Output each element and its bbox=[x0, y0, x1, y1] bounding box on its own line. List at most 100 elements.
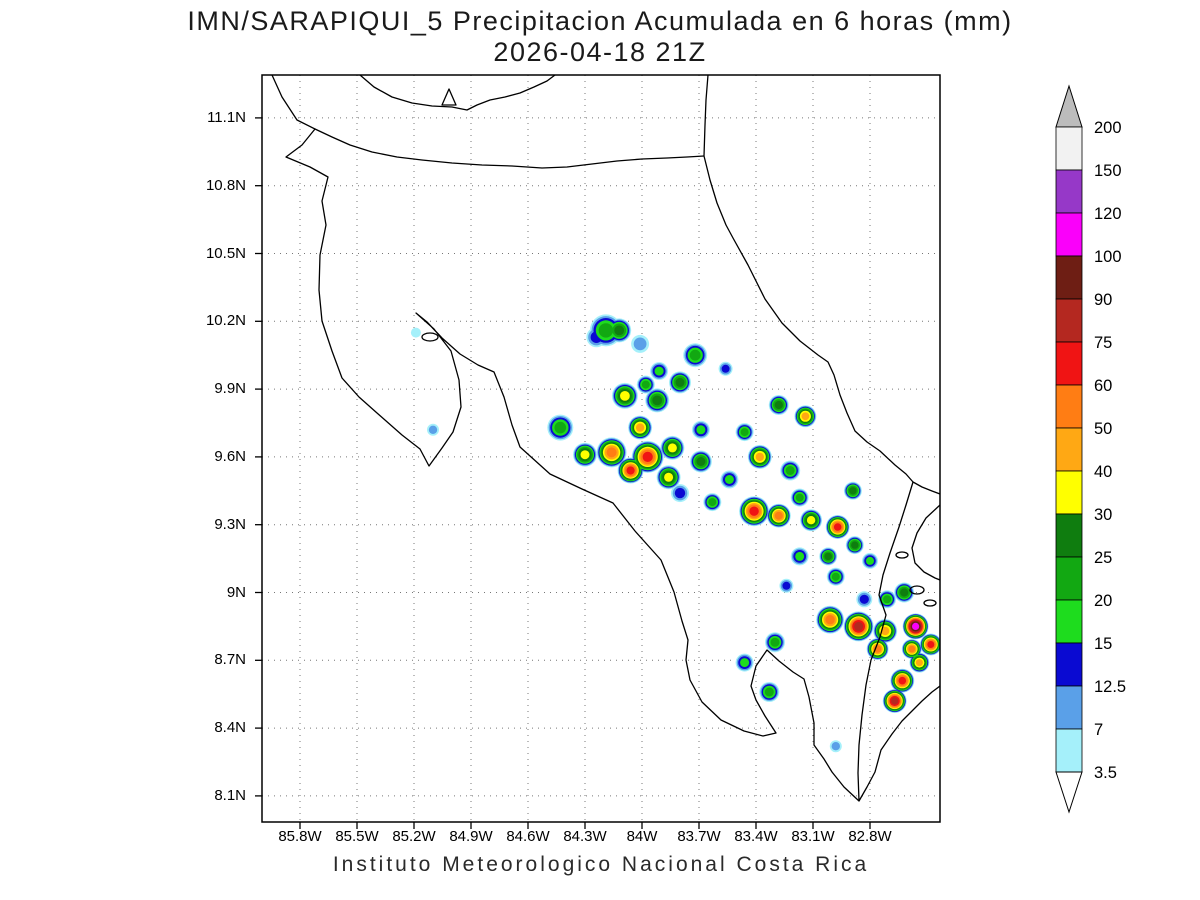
precip-cell-ring bbox=[774, 400, 783, 410]
colorbar-segment bbox=[1055, 513, 1083, 558]
lat-tick-label: 9N bbox=[226, 583, 246, 601]
lat-tick-label: 9.6N bbox=[214, 447, 246, 465]
precip-cell-ring bbox=[851, 541, 859, 549]
lake-island-triangle bbox=[441, 88, 457, 106]
precip-cell-ring bbox=[866, 556, 874, 565]
precip-cell-ring bbox=[782, 581, 791, 590]
colorbar-arrow-bottom bbox=[1055, 771, 1083, 814]
precip-cell-ring bbox=[854, 621, 864, 631]
lagoon-island-2 bbox=[909, 585, 925, 595]
precip-cell-ring bbox=[881, 626, 890, 636]
colorbar-segment bbox=[1055, 169, 1083, 214]
precip-cell-ring bbox=[667, 443, 677, 453]
precip-cell-ring bbox=[900, 588, 909, 597]
precip-cell-ring bbox=[915, 659, 923, 667]
precip-cell-ring bbox=[598, 323, 614, 338]
lat-tick-label: 11.1N bbox=[207, 108, 246, 126]
lat-tick-label: 8.4N bbox=[214, 719, 246, 737]
precip-cell-ring bbox=[675, 377, 685, 387]
precip-cell-ring bbox=[849, 487, 857, 495]
precip-cell-ring bbox=[626, 466, 635, 475]
colorbar-label: 40 bbox=[1094, 463, 1112, 481]
plot-title: IMN/SARAPIQUI_5 Precipitacion Acumulada … bbox=[187, 6, 1013, 36]
lagoon-island-3 bbox=[923, 599, 937, 607]
colorbar-label: 30 bbox=[1094, 506, 1112, 524]
colorbar-label: 50 bbox=[1094, 420, 1112, 438]
colorbar-segment bbox=[1055, 427, 1083, 472]
colorbar-segment bbox=[1055, 556, 1083, 601]
precip-cell-ring bbox=[633, 337, 647, 351]
precip-cell-ring bbox=[664, 472, 674, 482]
lon-tick-label: 85.8W bbox=[278, 828, 322, 845]
precip-cell-ring bbox=[428, 425, 438, 434]
precip-cell-ring bbox=[606, 447, 617, 458]
institution-caption: Instituto Meteorologico Nacional Costa R… bbox=[332, 853, 870, 876]
colorbar-label: 75 bbox=[1094, 334, 1112, 352]
coastline-layer bbox=[271, 75, 940, 802]
precip-cell-ring bbox=[770, 637, 780, 647]
precip-cell-ring bbox=[908, 645, 916, 653]
gulf-island-outline bbox=[421, 332, 439, 342]
plot-subtitle-datetime: 2026-04-18 21Z bbox=[493, 37, 707, 67]
lagoon-island-1 bbox=[895, 551, 909, 559]
lon-tick-label: 83.7W bbox=[677, 828, 721, 845]
lon-tick-label: 85.2W bbox=[392, 828, 436, 845]
lon-tick-label: 84W bbox=[626, 828, 658, 845]
precip-cell-ring bbox=[795, 551, 805, 561]
colorbar-segment bbox=[1055, 126, 1083, 171]
lat-tick-label: 8.7N bbox=[214, 651, 246, 669]
lat-tick-label: 10.5N bbox=[205, 244, 246, 262]
precip-cell-ring bbox=[831, 742, 840, 751]
precip-cell-ring bbox=[912, 622, 920, 631]
colorbar-label: 15 bbox=[1094, 635, 1112, 653]
precip-cell-ring bbox=[806, 516, 816, 525]
colorbar-segment bbox=[1055, 298, 1083, 343]
precip-cell-ring bbox=[696, 457, 706, 466]
precip-cell-ring bbox=[614, 325, 625, 336]
precip-cell-ring bbox=[831, 572, 840, 581]
colorbar-segment bbox=[1055, 599, 1083, 644]
colorbar-segment bbox=[1055, 685, 1083, 730]
lagoon-bay-path bbox=[911, 504, 940, 581]
lat-tick-label: 8.1N bbox=[214, 786, 246, 804]
precip-cell-ring bbox=[580, 450, 590, 460]
colorbar-label: 120 bbox=[1094, 205, 1122, 223]
precip-cell-ring bbox=[825, 615, 835, 625]
colorbar-label: 12.5 bbox=[1094, 678, 1126, 696]
colorbar-label: 90 bbox=[1094, 291, 1112, 309]
colorbar-segment bbox=[1055, 642, 1083, 687]
colorbar-segment bbox=[1055, 384, 1083, 429]
precip-cell-ring bbox=[689, 349, 701, 361]
lat-tick-label: 10.8N bbox=[205, 176, 246, 194]
precip-cell-ring bbox=[795, 493, 804, 502]
precip-cell-ring bbox=[554, 421, 567, 434]
nicaragua-border-path bbox=[314, 128, 705, 169]
colorbar-label: 7 bbox=[1094, 721, 1103, 739]
lon-tick-label: 82.8W bbox=[848, 828, 892, 845]
colorbar-label: 25 bbox=[1094, 549, 1112, 567]
axis-tick-marks bbox=[255, 117, 871, 829]
lake-nicaragua-shore-path bbox=[359, 75, 556, 111]
colorbar-label: 150 bbox=[1094, 162, 1122, 180]
precip-cell-ring bbox=[620, 391, 630, 401]
colorbar-label: 20 bbox=[1094, 592, 1112, 610]
precip-cell-ring bbox=[859, 594, 869, 604]
precip-cell-ring bbox=[740, 658, 750, 668]
lon-tick-label: 84.9W bbox=[449, 828, 493, 845]
precip-cell-ring bbox=[641, 380, 650, 389]
precip-cell-ring bbox=[642, 451, 653, 462]
lat-tick-label: 9.9N bbox=[214, 380, 246, 398]
precip-cell-ring bbox=[927, 641, 935, 648]
colorbar-label: 100 bbox=[1094, 248, 1122, 266]
precip-cell-ring bbox=[724, 475, 734, 484]
lon-tick-label: 84.3W bbox=[563, 828, 607, 845]
precip-cell-ring bbox=[764, 687, 774, 697]
colorbar-label: 60 bbox=[1094, 377, 1112, 395]
colorbar-arrow-top bbox=[1055, 84, 1083, 128]
pacific-coastline-path bbox=[271, 75, 940, 802]
lat-tick-label: 9.3N bbox=[214, 515, 246, 533]
lat-tick-label: 10.2N bbox=[205, 312, 246, 330]
precip-cell-ring bbox=[749, 506, 759, 516]
map-plot-area bbox=[255, 74, 941, 829]
